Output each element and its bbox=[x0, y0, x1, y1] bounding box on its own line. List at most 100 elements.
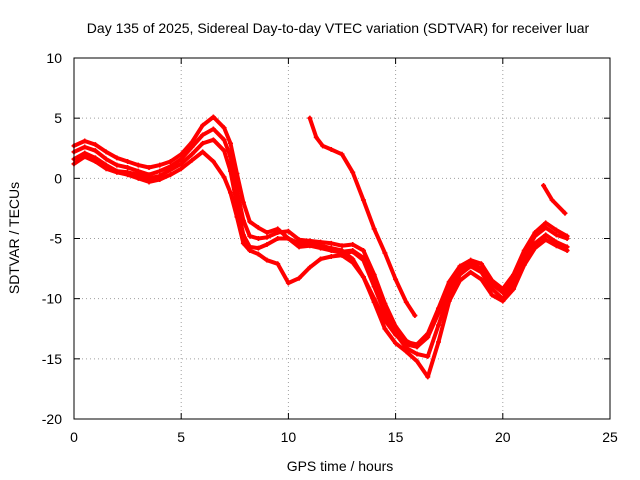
data-point bbox=[457, 272, 463, 278]
data-point bbox=[114, 169, 120, 175]
data-point bbox=[532, 245, 538, 251]
data-point bbox=[350, 242, 356, 248]
data-point bbox=[135, 162, 141, 168]
data-point bbox=[296, 275, 302, 281]
data-point bbox=[200, 122, 206, 128]
data-point bbox=[328, 254, 334, 260]
data-point bbox=[146, 165, 152, 171]
data-point bbox=[200, 149, 206, 155]
data-point bbox=[320, 143, 326, 149]
x-tick-label: 25 bbox=[602, 429, 618, 445]
data-point bbox=[328, 245, 334, 251]
data-point bbox=[178, 151, 184, 157]
data-point bbox=[255, 251, 261, 257]
data-point bbox=[403, 349, 409, 355]
data-point bbox=[382, 326, 388, 332]
data-point bbox=[247, 248, 253, 254]
series-track-5 bbox=[307, 115, 418, 319]
data-point bbox=[114, 162, 120, 168]
data-point bbox=[360, 274, 366, 280]
data-point bbox=[360, 248, 366, 254]
y-tick-label: 5 bbox=[54, 110, 62, 126]
series-track-7 bbox=[541, 183, 568, 216]
data-point bbox=[457, 278, 463, 284]
data-point bbox=[210, 114, 216, 120]
data-point bbox=[360, 197, 366, 203]
data-point bbox=[255, 225, 261, 231]
data-point bbox=[125, 172, 131, 178]
data-point bbox=[200, 132, 206, 138]
data-point bbox=[178, 166, 184, 172]
data-point bbox=[489, 286, 495, 292]
data-point bbox=[103, 156, 109, 162]
data-point bbox=[318, 243, 324, 249]
data-point bbox=[414, 358, 420, 364]
data-point bbox=[221, 137, 227, 143]
data-point bbox=[543, 237, 549, 243]
data-point bbox=[532, 240, 538, 246]
data-point bbox=[553, 227, 559, 233]
data-point bbox=[167, 172, 173, 178]
data-point bbox=[446, 279, 452, 285]
data-point bbox=[255, 245, 261, 251]
y-tick-label: -20 bbox=[42, 411, 62, 427]
data-point bbox=[264, 229, 270, 235]
series-line bbox=[318, 243, 419, 349]
data-point bbox=[435, 322, 441, 328]
data-point bbox=[371, 226, 377, 232]
data-point bbox=[468, 269, 474, 275]
data-point bbox=[511, 272, 517, 278]
series-line bbox=[307, 116, 417, 318]
data-point bbox=[382, 317, 388, 323]
data-point bbox=[350, 169, 356, 175]
x-tick-label: 15 bbox=[388, 429, 404, 445]
x-tick-label: 0 bbox=[70, 429, 78, 445]
data-point bbox=[553, 232, 559, 238]
data-point bbox=[403, 299, 409, 305]
data-point bbox=[234, 214, 240, 220]
data-point bbox=[414, 351, 420, 357]
data-point bbox=[521, 262, 527, 268]
series-track-3 bbox=[71, 114, 570, 347]
data-point bbox=[82, 144, 88, 150]
data-point bbox=[500, 286, 506, 292]
data-point bbox=[92, 142, 98, 148]
data-point bbox=[275, 226, 281, 232]
data-point bbox=[564, 248, 570, 254]
data-point bbox=[339, 243, 345, 249]
series-line bbox=[72, 115, 570, 347]
y-axis-label: SDTVAR / TECUs bbox=[6, 182, 22, 294]
x-axis-label: GPS time / hours bbox=[287, 458, 394, 474]
data-point bbox=[371, 279, 377, 285]
series-line bbox=[72, 127, 570, 349]
data-point bbox=[125, 165, 131, 171]
data-point bbox=[157, 177, 163, 183]
series-layer bbox=[71, 114, 570, 380]
data-point bbox=[221, 174, 227, 180]
data-point bbox=[92, 158, 98, 164]
series-line bbox=[72, 149, 570, 379]
data-point bbox=[350, 256, 356, 262]
data-point bbox=[285, 228, 291, 234]
data-point bbox=[478, 269, 484, 275]
data-point bbox=[247, 219, 253, 225]
data-point bbox=[200, 140, 206, 146]
data-point bbox=[234, 171, 240, 177]
data-point bbox=[313, 134, 319, 140]
data-point bbox=[425, 353, 431, 359]
data-point bbox=[532, 229, 538, 235]
data-point bbox=[103, 149, 109, 155]
x-tick-label: 5 bbox=[177, 429, 185, 445]
data-point bbox=[446, 298, 452, 304]
data-point bbox=[82, 138, 88, 144]
data-point bbox=[114, 155, 120, 161]
data-point bbox=[393, 276, 399, 282]
data-point bbox=[210, 126, 216, 132]
data-point bbox=[157, 168, 163, 174]
y-tick-label: 0 bbox=[54, 170, 62, 186]
data-point bbox=[307, 264, 313, 270]
data-point bbox=[541, 183, 547, 189]
data-point bbox=[339, 151, 345, 157]
data-point bbox=[255, 236, 261, 241]
data-point bbox=[285, 280, 291, 286]
